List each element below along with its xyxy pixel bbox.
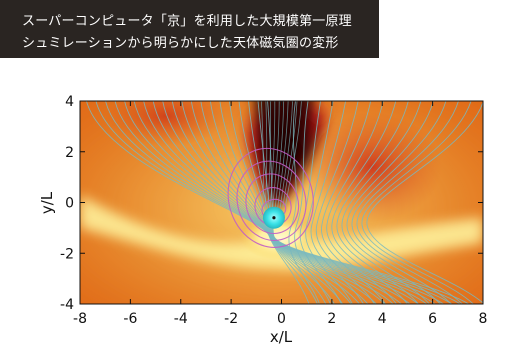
x-tick-label: 6 [428, 311, 437, 327]
field-line [331, 101, 408, 304]
field-line [277, 101, 289, 208]
field-line [124, 101, 344, 304]
x-tick-label: -8 [73, 311, 87, 327]
field-line [105, 101, 327, 304]
x-axis-label: x/L [270, 328, 293, 346]
x-tick-label: -2 [224, 311, 238, 327]
field-line [326, 101, 397, 304]
y-tick-label: -4 [60, 297, 74, 313]
field-line [264, 101, 268, 208]
planet-center-dot [272, 216, 276, 220]
title-line-1: スーパーコンピュータ「京」を利用した大規模第一原理 [22, 14, 352, 29]
field-line [86, 101, 310, 304]
field-line [279, 101, 293, 208]
field-line [269, 101, 276, 208]
y-tick-label: 0 [65, 196, 74, 212]
field-line [299, 101, 342, 304]
field-line [310, 101, 364, 304]
x-tick-label: 2 [327, 311, 336, 327]
red-region-top-left [105, 101, 226, 147]
field-line [261, 101, 264, 208]
field-line [95, 101, 318, 304]
x-tick-label: 4 [378, 311, 387, 327]
y-tick-labels: -4 -2 0 2 4 [60, 94, 74, 313]
closed-loops [227, 147, 314, 248]
y-tick-label: -2 [60, 246, 74, 262]
x-tick-labels: -8 -6 -4 -2 0 2 4 6 8 [73, 311, 487, 327]
x-tick-label: -4 [174, 311, 188, 327]
field-line [114, 101, 335, 304]
red-region-right [302, 111, 443, 222]
heatmap-field [80, 101, 483, 304]
title-banner: スーパーコンピュータ「京」を利用した大規模第一原理 シュミレーションから明らかに… [0, 0, 379, 58]
field-line [315, 101, 375, 304]
axis-ticks [79, 100, 484, 305]
field-line [336, 101, 419, 304]
y-tick-label: 4 [65, 94, 74, 110]
field-line [282, 101, 298, 208]
field-line [366, 101, 483, 304]
field-line [267, 101, 271, 208]
field-line [305, 101, 353, 304]
field-line [356, 101, 464, 304]
field-line [341, 101, 431, 304]
field-line [351, 101, 453, 304]
y-axis-label: y/L [38, 191, 56, 214]
closed-loop [245, 173, 300, 234]
field-line [321, 101, 386, 304]
field-line [361, 101, 475, 304]
title-line-2: シュミレーションから明らかにした天体磁気圏の変形 [22, 36, 339, 51]
field-line [346, 101, 442, 304]
planet-body [262, 206, 285, 229]
closed-loop [236, 160, 307, 241]
x-tick-label: 8 [479, 311, 488, 327]
x-tick-label: -6 [123, 311, 137, 327]
field-line [294, 101, 331, 304]
closed-loop [227, 147, 314, 248]
y-tick-label: 2 [65, 145, 74, 161]
x-tick-label: 0 [277, 311, 286, 327]
